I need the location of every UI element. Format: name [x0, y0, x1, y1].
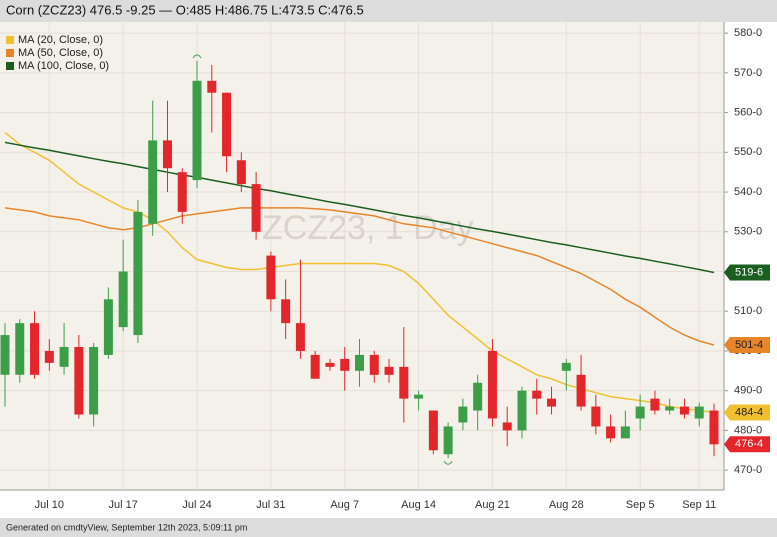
y-tick-label: 490-0 — [734, 385, 762, 397]
y-tick-label: 470-0 — [734, 464, 762, 476]
x-tick-label: Aug 28 — [549, 499, 584, 511]
candle-body — [517, 390, 527, 431]
candle-body — [694, 406, 704, 419]
x-tick-label: Aug 7 — [330, 499, 359, 511]
candle-body — [679, 406, 689, 415]
candle-body — [310, 354, 320, 379]
y-tick-label: 480-0 — [734, 424, 762, 436]
y-tick-label: 550-0 — [734, 146, 762, 158]
candle-body — [561, 362, 571, 371]
price-tag — [724, 436, 770, 453]
moving-average-line — [4, 207, 715, 346]
candle-body — [606, 426, 616, 439]
candle-body — [30, 323, 40, 375]
legend-swatch — [6, 62, 14, 70]
candle-body — [15, 323, 25, 375]
x-tick-label: Sep 11 — [682, 499, 716, 511]
candle-body — [384, 366, 394, 375]
price-tag-label: 501-4 — [735, 339, 763, 351]
candle-body — [620, 426, 630, 439]
candle-body — [74, 346, 84, 415]
candle-body — [162, 140, 172, 169]
candle-body — [340, 358, 350, 371]
candle-body — [295, 323, 305, 351]
candle-body — [59, 346, 69, 367]
candle-body — [665, 406, 675, 411]
candle-body — [443, 426, 453, 455]
candle-body — [458, 406, 468, 423]
price-tag-label: 519-6 — [735, 266, 763, 278]
candle-body — [325, 362, 335, 367]
legend-label: MA (20, Close, 0) — [18, 34, 103, 46]
high-marker — [192, 54, 202, 59]
candle-body — [487, 350, 497, 419]
plot-area — [0, 22, 724, 490]
candle-body — [103, 299, 113, 355]
legend-label: MA (100, Close, 0) — [18, 60, 109, 72]
candle-body — [502, 422, 512, 431]
candle-body — [709, 410, 719, 445]
price-tag — [724, 264, 770, 281]
candle-body — [369, 354, 379, 375]
candle-body — [133, 211, 143, 336]
candle-body — [207, 80, 217, 93]
x-tick-label: Jul 31 — [256, 499, 285, 511]
candle-body — [399, 366, 409, 399]
price-tag-label: 476-4 — [735, 438, 763, 450]
footer: Generated on cmdtyView, September 12th 2… — [6, 522, 247, 532]
price-tag — [724, 404, 770, 421]
candle-body — [532, 390, 542, 399]
candle-body — [44, 350, 54, 363]
candle-body — [266, 255, 276, 300]
legend-label: MA (50, Close, 0) — [18, 47, 103, 59]
footer-bar — [0, 518, 777, 537]
candle-body — [177, 172, 187, 212]
candle-body — [192, 80, 202, 181]
x-tick-label: Aug 14 — [401, 499, 436, 511]
price-tag-label: 484-4 — [735, 406, 763, 418]
x-tick-label: Aug 21 — [475, 499, 510, 511]
candle-body — [281, 299, 291, 324]
legend-swatch — [6, 36, 14, 44]
candle-body — [355, 354, 364, 371]
candle-body — [428, 410, 438, 451]
candle-body — [251, 184, 261, 232]
candle-body — [0, 335, 10, 375]
y-tick-label: 580-0 — [734, 27, 762, 39]
candle-body — [222, 92, 232, 157]
legend-swatch — [6, 49, 14, 57]
candle-body — [118, 271, 128, 328]
candle-body — [591, 406, 601, 427]
candle-body — [635, 406, 645, 419]
x-tick-label: Sep 5 — [626, 499, 655, 511]
moving-average-line — [4, 141, 715, 274]
y-tick-label: 510-0 — [734, 305, 762, 317]
chart-title: Corn (ZCZ23) 476.5 -9.25 — O:485 H:486.7… — [6, 2, 364, 17]
moving-average-line — [4, 131, 715, 414]
y-tick-label: 560-0 — [734, 106, 762, 118]
candle-body — [148, 140, 158, 224]
candle-body — [650, 398, 660, 411]
y-tick-label: 540-0 — [734, 186, 762, 198]
candle-body — [236, 160, 246, 185]
candle-body — [547, 398, 557, 407]
candle-body — [89, 346, 99, 415]
y-tick-label: 530-0 — [734, 226, 762, 238]
header-bar — [0, 0, 777, 22]
low-marker — [443, 460, 453, 465]
candle-body — [576, 374, 586, 407]
x-tick-label: Jul 17 — [108, 499, 137, 511]
x-tick-label: Jul 10 — [35, 499, 64, 511]
price-tag — [724, 336, 770, 353]
x-tick-label: Jul 24 — [182, 499, 211, 511]
candle-body — [473, 382, 483, 411]
candle-body — [414, 394, 424, 399]
y-tick-label: 570-0 — [734, 67, 762, 79]
